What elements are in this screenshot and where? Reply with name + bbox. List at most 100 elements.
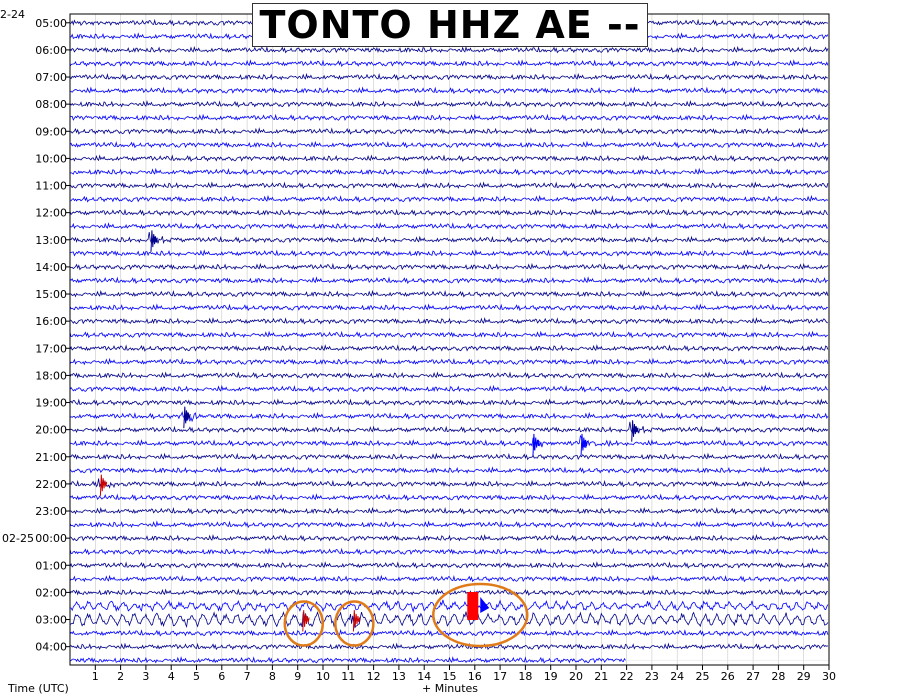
trace-row — [69, 289, 829, 298]
x-tick-label: 3 — [142, 670, 149, 683]
hour-label: 03:00 — [35, 614, 67, 627]
trace-row — [69, 421, 829, 434]
event-marker — [150, 230, 158, 252]
hour-label: 13:00 — [35, 234, 67, 247]
hour-label: 22:00 — [35, 478, 67, 491]
trace-row — [69, 194, 829, 203]
trace-row — [69, 547, 829, 556]
date-label: 2-24 — [0, 8, 25, 21]
x-tick-label: 9 — [294, 670, 301, 683]
trace-row — [69, 303, 829, 312]
trace-row — [69, 478, 829, 489]
x-tick-label: 27 — [746, 670, 760, 683]
x-tick-label: 5 — [193, 670, 200, 683]
chart-title: TONTO HHZ AE -- — [252, 3, 648, 47]
trace-row — [69, 276, 829, 285]
hour-label: 06:00 — [35, 44, 67, 57]
trace-row — [69, 642, 829, 651]
event-marker — [183, 406, 191, 429]
trace-row — [69, 598, 829, 613]
event-marker — [352, 610, 361, 632]
hour-label: 18:00 — [35, 369, 67, 382]
event-highlight-ellipse — [334, 600, 375, 647]
x-tick-label: 7 — [244, 670, 251, 683]
x-tick-label: 13 — [392, 670, 406, 683]
x-tick-label: 21 — [594, 670, 608, 683]
trace-row — [69, 410, 829, 423]
trace-row — [69, 452, 829, 461]
tick-layer — [66, 22, 830, 670]
trace-row — [69, 99, 829, 108]
trace-row — [69, 466, 829, 474]
trace-layer — [69, 18, 829, 664]
x-tick-label: 25 — [696, 670, 710, 683]
hour-label: 14:00 — [35, 261, 67, 274]
x-tick-label: 4 — [168, 670, 175, 683]
event-highlight-ellipse — [283, 600, 325, 647]
x-tick-label: 12 — [367, 670, 381, 683]
event-highlight-ellipse — [432, 582, 529, 648]
hour-label: 09:00 — [35, 125, 67, 138]
x-axis-label-minutes: + Minutes — [422, 682, 479, 695]
trace-row — [69, 113, 829, 122]
event-marker — [480, 596, 490, 613]
x-tick-label: 26 — [721, 670, 735, 683]
trace-row — [69, 249, 829, 257]
trace-row — [69, 262, 829, 271]
x-tick-label: 20 — [569, 670, 583, 683]
x-tick-label: 10 — [316, 670, 330, 683]
trace-row — [69, 656, 626, 664]
x-tick-label: 8 — [269, 670, 276, 683]
x-tick-label: 15 — [443, 670, 457, 683]
hour-label: 07:00 — [35, 71, 67, 84]
trace-row — [69, 330, 829, 339]
trace-row — [69, 154, 829, 162]
trace-row — [69, 384, 829, 393]
hour-label: 17:00 — [35, 342, 67, 355]
x-tick-label: 29 — [797, 670, 811, 683]
hour-label: 12:00 — [35, 207, 67, 220]
trace-row — [69, 533, 829, 542]
hour-label: 21:00 — [35, 451, 67, 464]
x-tick-label: 28 — [771, 670, 785, 683]
hour-label: 16:00 — [35, 315, 67, 328]
hour-label: 20:00 — [35, 424, 67, 437]
hour-label: 15:00 — [35, 288, 67, 301]
hour-label: 02:00 — [35, 586, 67, 599]
trace-row — [69, 344, 829, 352]
x-tick-label: 2 — [117, 670, 124, 683]
trace-row — [69, 561, 829, 569]
event-marker — [302, 610, 310, 632]
x-tick-label: 23 — [645, 670, 659, 683]
trace-row — [69, 208, 829, 217]
event-marker — [532, 433, 540, 456]
grid-layer — [70, 14, 829, 665]
trace-row — [69, 506, 829, 515]
x-tick-label: 16 — [468, 670, 482, 683]
trace-row — [69, 398, 828, 406]
trace-row — [69, 140, 829, 149]
trace-row — [69, 316, 829, 325]
x-tick-label: 18 — [518, 670, 532, 683]
hour-label: 11:00 — [35, 180, 67, 193]
hour-label: 19:00 — [35, 397, 67, 410]
trace-row — [69, 181, 829, 189]
hour-label: 01:00 — [35, 559, 67, 572]
trace-row — [69, 127, 828, 135]
hour-label: 10:00 — [35, 152, 67, 165]
x-axis-label-time: Time (UTC) — [8, 682, 69, 695]
x-tick-label: 19 — [544, 670, 558, 683]
event-marker — [580, 433, 588, 456]
trace-row — [69, 611, 829, 629]
hour-label: 08:00 — [35, 98, 67, 111]
trace-row — [69, 167, 829, 176]
x-tick-label: 30 — [822, 670, 836, 683]
event-layer — [99, 230, 639, 632]
event-marker — [631, 420, 639, 442]
trace-row — [69, 72, 828, 81]
x-tick-label: 24 — [670, 670, 684, 683]
x-tick-label: 17 — [493, 670, 507, 683]
label-layer: 1 2 3 4 5 6 7 8 9 10 11 12 13 14 15 16 17 18 19 20 21 22 23 24 2… — [0, 8, 836, 683]
x-tick-label: 14 — [417, 670, 431, 683]
trace-row — [69, 222, 829, 230]
